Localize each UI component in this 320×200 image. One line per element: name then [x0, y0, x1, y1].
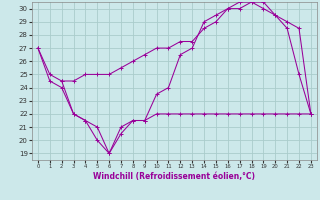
X-axis label: Windchill (Refroidissement éolien,°C): Windchill (Refroidissement éolien,°C) [93, 172, 255, 181]
